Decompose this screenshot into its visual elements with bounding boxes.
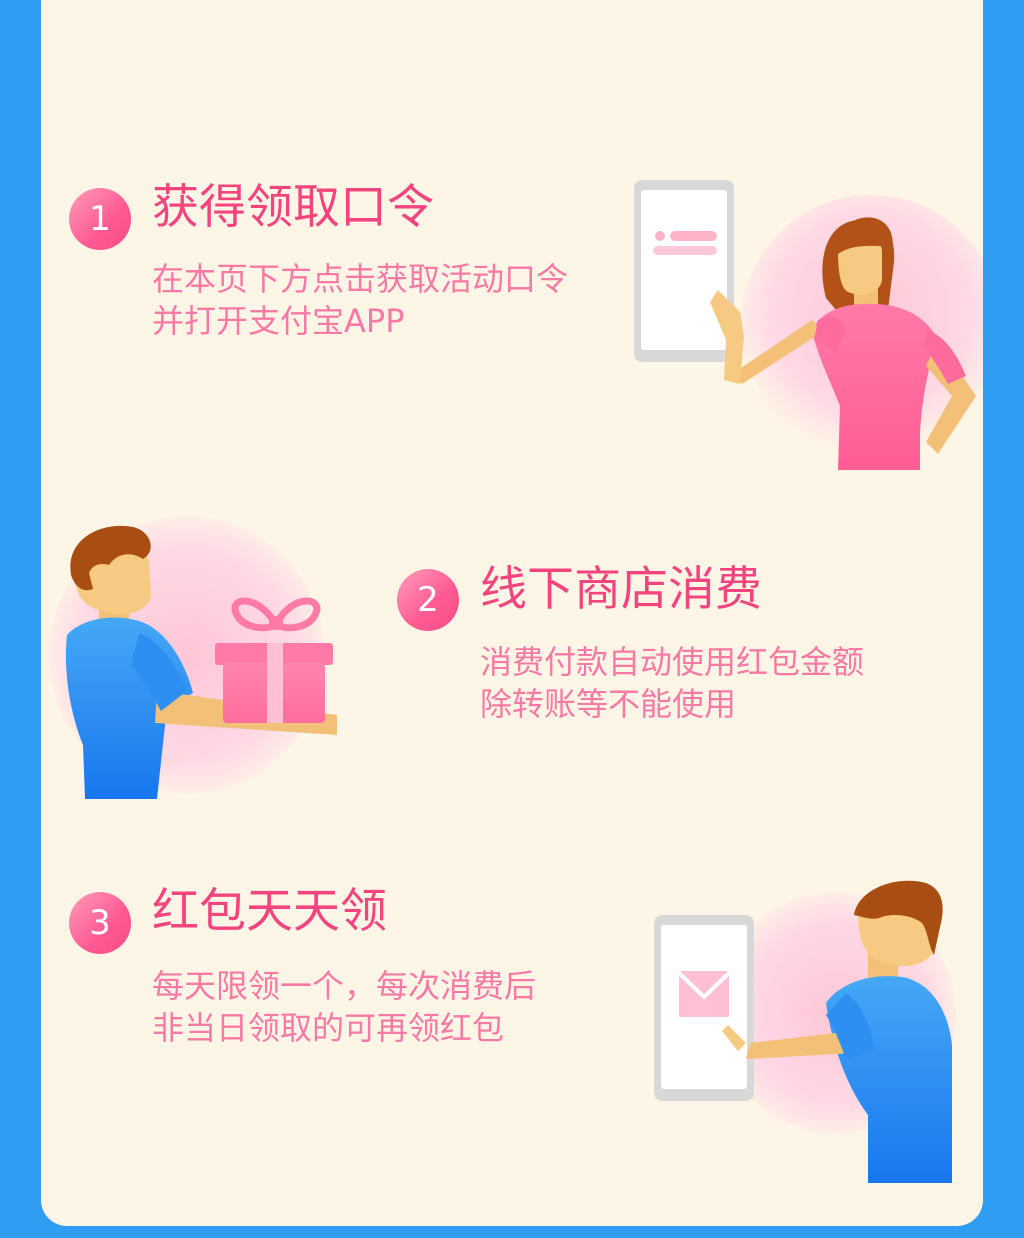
step-1-desc-line2: 并打开支付宝APP bbox=[152, 302, 405, 340]
step-2-desc-line2: 除转账等不能使用 bbox=[480, 685, 737, 723]
step-2-desc-line1: 消费付款自动使用红包金额 bbox=[480, 643, 865, 681]
woman-phone-illustration bbox=[634, 180, 983, 470]
step-3-badge: 3 bbox=[69, 892, 131, 954]
steps-card: 1 获得领取口令 在本页下方点击获取活动口令 并打开支付宝APP bbox=[41, 0, 983, 1226]
step-2-title: 线下商店消费 bbox=[480, 562, 762, 617]
man-gift-illustration bbox=[49, 517, 337, 799]
step-2-badge: 2 bbox=[397, 569, 459, 631]
step-3-title: 红包天天领 bbox=[152, 884, 387, 939]
step-1-title: 获得领取口令 bbox=[152, 180, 434, 235]
step-1-badge: 1 bbox=[69, 188, 131, 250]
step-1-desc-line1: 在本页下方点击获取活动口令 bbox=[152, 260, 569, 298]
step-3-desc-line1: 每天限领一个，每次消费后 bbox=[152, 967, 537, 1005]
man-envelope-phone-illustration bbox=[654, 880, 956, 1183]
step-3-desc-line2: 非当日领取的可再领红包 bbox=[152, 1009, 505, 1047]
